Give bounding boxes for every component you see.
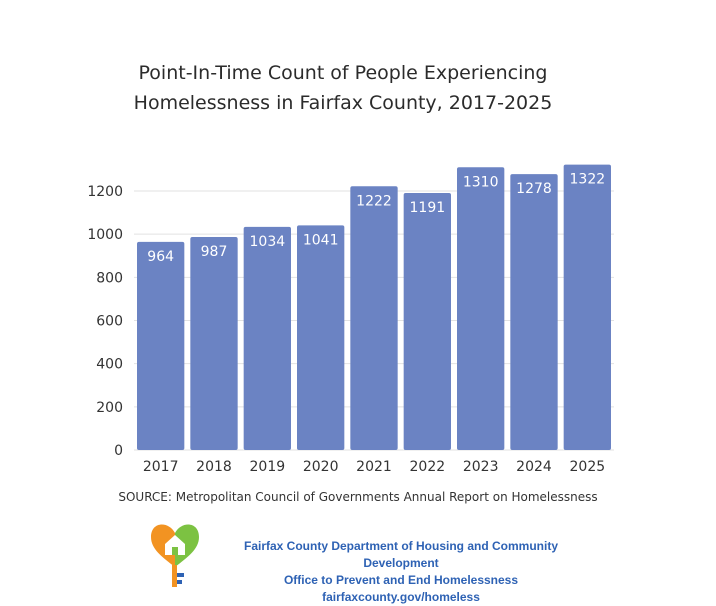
data-label-2021: 1222 xyxy=(356,193,392,209)
org-office: Office to Prevent and End Homelessness xyxy=(283,573,519,587)
x-tick-label: 2018 xyxy=(196,459,232,475)
data-label-2025: 1322 xyxy=(570,172,606,188)
bars xyxy=(137,164,611,451)
x-tick-label: 2020 xyxy=(303,459,339,475)
y-tick-label: 0 xyxy=(114,443,123,459)
chart-title-line-2: Homelessness in Fairfax County, 2017-202… xyxy=(133,92,553,114)
org-name: Fairfax County Department of Housing and… xyxy=(243,539,558,570)
bar-2017 xyxy=(137,241,185,450)
bar-2022 xyxy=(403,192,451,450)
x-tick-label: 2024 xyxy=(516,459,552,475)
x-tick-label: 2025 xyxy=(570,459,606,475)
chart-title: Point-In-Time Count of People Experienci… xyxy=(0,58,686,118)
x-tick-label: 2017 xyxy=(143,459,179,475)
data-label-2023: 1310 xyxy=(463,174,499,190)
chart-title-line-1: Point-In-Time Count of People Experienci… xyxy=(138,62,548,84)
data-label-2018: 987 xyxy=(201,244,228,260)
y-axis-ticks: 0 200 400 600 800 1000 1200 xyxy=(87,184,123,459)
data-label-2020: 1041 xyxy=(303,232,339,248)
y-tick-label: 1000 xyxy=(87,227,123,243)
bar-2024 xyxy=(510,174,558,451)
bar-2019 xyxy=(243,226,291,450)
source-note: SOURCE: Metropolitan Council of Governme… xyxy=(118,490,598,504)
x-tick-label: 2019 xyxy=(250,459,286,475)
y-tick-label: 400 xyxy=(96,357,123,373)
bar-2021 xyxy=(350,186,398,451)
y-tick-label: 600 xyxy=(96,314,123,330)
data-label-2022: 1191 xyxy=(410,200,446,216)
y-tick-label: 1200 xyxy=(87,184,123,200)
bar-2020 xyxy=(297,225,345,450)
x-tick-label: 2022 xyxy=(410,459,446,475)
x-tick-label: 2023 xyxy=(463,459,499,475)
data-label-2017: 964 xyxy=(147,249,174,265)
data-label-2019: 1034 xyxy=(250,234,286,250)
bar-2023 xyxy=(457,167,505,450)
data-label-2024: 1278 xyxy=(516,181,552,197)
org-website-link[interactable]: fairfaxcounty.gov/homeless xyxy=(322,590,480,604)
heart-house-key-icon xyxy=(151,524,199,587)
x-axis-ticks: 2017 2018 2019 2020 2021 2022 2023 2024 2025 xyxy=(143,459,605,475)
data-labels: 964 987 1034 1041 1222 1191 1310 1278 1322 xyxy=(147,172,605,265)
bar-2018 xyxy=(190,236,238,450)
organization-info: Fairfax County Department of Housing and… xyxy=(211,538,591,606)
bar-2025 xyxy=(563,164,611,450)
x-tick-label: 2021 xyxy=(356,459,392,475)
y-tick-label: 200 xyxy=(96,400,123,416)
y-tick-label: 800 xyxy=(96,270,123,286)
